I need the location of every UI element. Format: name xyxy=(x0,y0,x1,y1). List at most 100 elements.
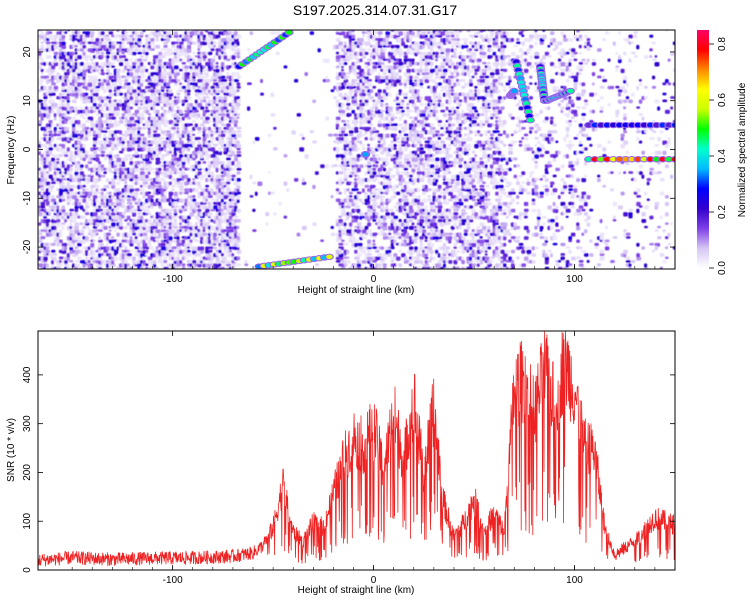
spectrogram-cell xyxy=(147,143,153,147)
spectrogram-cell xyxy=(92,99,97,103)
spectrogram-cell xyxy=(61,164,66,168)
spectrogram-cell xyxy=(43,143,48,149)
spectrogram-cell xyxy=(257,181,263,187)
spectrogram-cell xyxy=(90,253,94,258)
spectrogram-cell xyxy=(176,130,180,134)
spectrogram-cell xyxy=(388,253,392,257)
spectrogram-cell xyxy=(113,215,117,219)
spectrogram-cell xyxy=(71,61,76,66)
spectrogram-cell xyxy=(388,92,392,97)
spectrogram-cell xyxy=(249,195,254,198)
spectrogram-cell xyxy=(233,123,238,128)
spectrogram-cell xyxy=(385,171,391,176)
spectrogram-cell xyxy=(108,116,112,120)
spectrogram-cell xyxy=(77,79,81,83)
spectrogram-cell xyxy=(374,130,380,134)
spectrogram-cell xyxy=(126,113,130,117)
spectrogram-cell xyxy=(74,222,80,227)
spectrogram-cell xyxy=(377,253,383,257)
spectrogram-cell xyxy=(64,65,69,69)
spectrogram-cell xyxy=(139,215,144,220)
spectrogram-cell xyxy=(226,239,229,244)
spectrogram-cell xyxy=(95,68,100,73)
spectrogram-cell xyxy=(56,171,60,176)
spectrogram-cell xyxy=(69,212,73,217)
spectrogram-cell xyxy=(145,181,148,185)
spectrogram-cell xyxy=(56,242,61,247)
spectrogram-cell xyxy=(367,116,371,121)
spectrogram-cell xyxy=(51,65,56,70)
spectrogram-cell xyxy=(139,188,145,191)
spectrogram-cell xyxy=(43,61,47,66)
spectrogram-cell xyxy=(137,137,141,142)
spectrogram-cell xyxy=(335,51,340,55)
spectrogram-cell xyxy=(126,198,132,202)
spectrogram-cell xyxy=(197,143,202,148)
spectrogram-cell xyxy=(111,137,115,142)
spectrogram-cell xyxy=(388,232,392,236)
spectrogram-cell xyxy=(150,61,154,66)
spectrogram-cell xyxy=(364,225,369,231)
spectrogram-cell xyxy=(74,113,79,117)
spectrogram-cell xyxy=(393,253,398,257)
spectrogram-cell xyxy=(398,61,404,66)
spectrogram-cell xyxy=(192,51,196,55)
spectrogram-cell xyxy=(197,253,201,257)
spectrogram-cell xyxy=(152,150,156,155)
spectrogram-cell xyxy=(359,157,363,161)
spectrogram-cell xyxy=(419,242,424,247)
spectrogram-cell xyxy=(126,38,130,41)
spectrogram-cell xyxy=(56,212,60,217)
spectrogram-cell xyxy=(401,102,405,107)
spectrogram-cell xyxy=(98,48,103,51)
spectrogram-cell xyxy=(108,253,112,258)
spectrogram-cell xyxy=(338,249,342,255)
spectrogram-cell xyxy=(168,263,172,268)
spectrogram-cell xyxy=(361,82,365,87)
spectrogram-cell xyxy=(105,137,110,141)
spectrogram-cell xyxy=(113,160,118,166)
spectrogram-cell xyxy=(380,123,384,126)
spectrogram-cell xyxy=(346,102,351,106)
spectrogram-cell xyxy=(419,236,424,240)
spectrogram-cell xyxy=(79,249,83,254)
spectrogram-cell xyxy=(64,126,70,132)
spectrogram-cell xyxy=(359,130,363,135)
spectrogram-cell xyxy=(87,246,91,251)
spectrogram-cell xyxy=(335,198,341,203)
spectrogram-cell xyxy=(77,239,81,243)
spectrogram-cell xyxy=(48,229,52,233)
spectrogram-cell xyxy=(364,65,370,69)
spectrogram-cell xyxy=(105,242,109,247)
spectrogram-cell xyxy=(139,119,143,124)
spectrogram-cell xyxy=(341,31,346,36)
spectrogram-cell xyxy=(79,92,84,97)
spectrogram-cell xyxy=(372,219,377,222)
spectrogram-cell xyxy=(155,44,160,49)
spectrogram-cell xyxy=(382,133,386,138)
spectrogram-cell xyxy=(108,72,113,75)
spectrogram-cell xyxy=(377,65,382,69)
spectrogram-cell xyxy=(361,55,366,59)
spectrogram-cell xyxy=(92,150,98,154)
spectrogram-cell xyxy=(393,205,398,209)
spectrogram-cell xyxy=(85,55,88,59)
spectrogram-cell xyxy=(87,82,93,87)
spectrogram-cell xyxy=(137,181,141,186)
spectrogram-cell xyxy=(134,167,140,173)
spectrogram-cell xyxy=(343,219,347,222)
spectrogram-cell xyxy=(85,208,89,212)
spectrogram-cell xyxy=(58,137,62,141)
spectrogram-cell xyxy=(202,160,207,164)
spectrogram-cell xyxy=(205,68,209,72)
spectrogram-cell xyxy=(199,106,205,110)
spectrogram-cell xyxy=(382,181,386,185)
spectrogram-cell xyxy=(377,72,381,75)
spectrogram-cell xyxy=(194,113,198,117)
spectrogram-cell xyxy=(233,109,238,114)
spectrogram-cell xyxy=(155,96,159,101)
spectrogram-cell xyxy=(189,123,193,126)
spectrogram-cell xyxy=(121,236,125,240)
spectrogram-cell xyxy=(53,113,57,118)
spectrogram-cell xyxy=(147,99,153,103)
